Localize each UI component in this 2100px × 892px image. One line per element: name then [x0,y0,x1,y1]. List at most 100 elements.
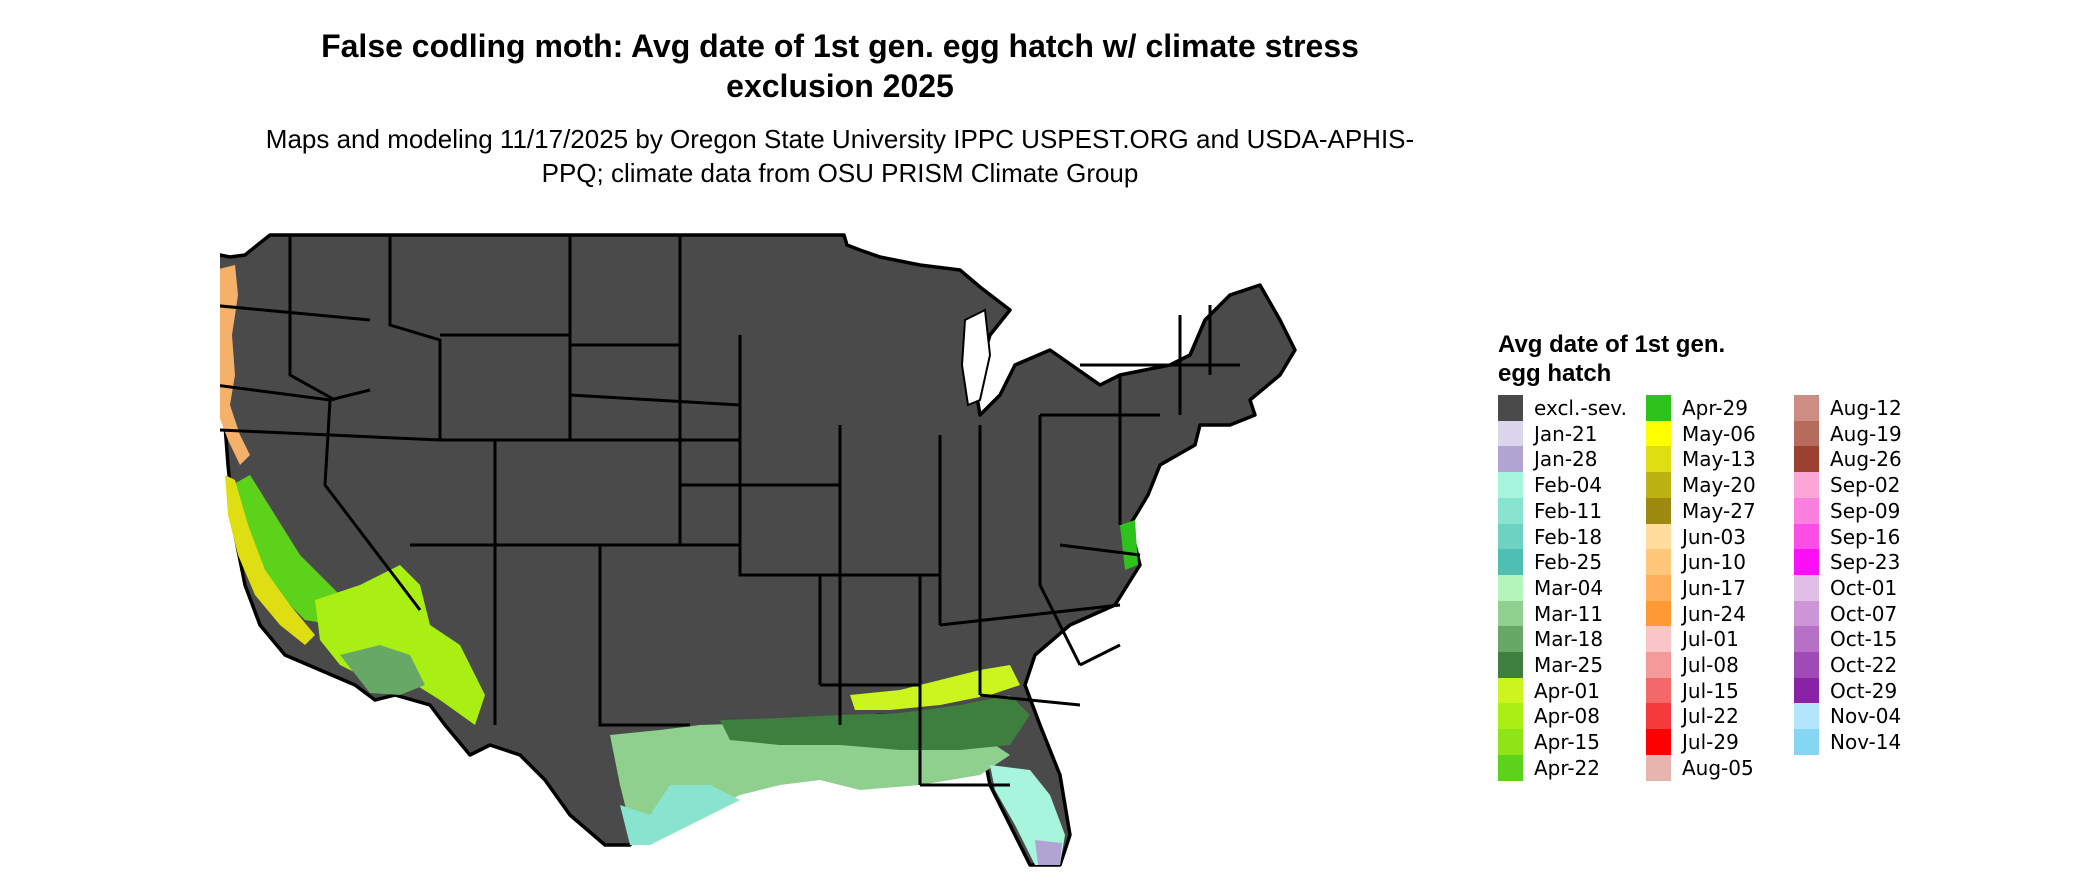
legend-label: Jan-28 [1534,447,1598,472]
legend-label: Jul-29 [1682,730,1739,755]
legend-label: Aug-26 [1830,447,1902,472]
legend-item: Jul-08 [1646,652,1796,678]
legend-label: Jun-10 [1682,550,1746,575]
legend-swatch [1498,574,1523,601]
legend-swatch [1498,754,1523,781]
legend-item: May-20 [1646,472,1796,499]
legend-swatch [1646,626,1671,653]
legend-label: Jan-21 [1534,421,1598,446]
legend-label: Apr-15 [1534,730,1600,755]
legend-item: Mar-18 [1498,626,1648,653]
legend-label: Jul-22 [1682,704,1739,729]
legend-swatch [1646,395,1671,421]
legend-swatch [1794,446,1819,473]
legend-label: Feb-04 [1534,473,1603,498]
legend-item: Sep-02 [1794,472,1944,499]
legend-item: Mar-11 [1498,600,1648,627]
deep-south-dark-green [720,695,1030,750]
legend-item: Jul-22 [1646,703,1796,730]
state-boundaries [220,235,1240,787]
legend-label: Sep-16 [1830,524,1901,549]
legend-item: Apr-22 [1498,754,1648,781]
legend-label: Jul-15 [1682,678,1739,703]
legend-swatch [1794,703,1819,730]
legend-swatch [1498,523,1523,550]
legend-label: Mar-18 [1534,627,1604,652]
legend-item: Aug-19 [1794,420,1944,447]
legend-item: Jul-01 [1646,626,1796,653]
legend-swatch [1646,729,1671,756]
legend-item: May-06 [1646,420,1796,447]
legend-item: Apr-29 [1646,395,1796,421]
legend-item: Nov-04 [1794,703,1944,730]
legend-label: Jul-01 [1682,627,1739,652]
legend-item: Oct-01 [1794,574,1944,601]
legend-swatch [1498,652,1523,678]
legend-label: May-20 [1682,473,1756,498]
legend-item: Feb-11 [1498,497,1648,524]
mid-atlantic-green [1120,520,1138,570]
texas-coast-teal [620,785,740,845]
hatch-date-zones [220,265,1138,865]
legend-item: Jul-29 [1646,729,1796,756]
legend-label: May-13 [1682,447,1756,472]
legend-swatch [1646,574,1671,601]
legend-label: Jun-24 [1682,601,1746,626]
legend-label: Oct-15 [1830,627,1898,652]
legend-label: Mar-04 [1534,575,1604,600]
legend-item: Apr-01 [1498,677,1648,704]
map-subtitle: Maps and modeling 11/17/2025 by Oregon S… [265,124,1415,188]
legend-item: Aug-26 [1794,446,1944,473]
legend-label: Jun-03 [1682,524,1746,549]
legend-swatch [1646,497,1671,524]
legend-swatch [1794,574,1819,601]
legend-item: Nov-14 [1794,729,1944,756]
legend-swatch [1498,703,1523,730]
legend-label: May-27 [1682,498,1756,523]
map-title: False codling moth: Avg date of 1st gen.… [321,28,1359,104]
legend-label: Apr-29 [1682,396,1748,420]
legend-swatch [1646,420,1671,447]
legend-title: Avg date of 1st gen. egg hatch [1498,331,1726,387]
legend-label: Apr-01 [1534,678,1600,703]
legend-item: Jun-03 [1646,523,1796,550]
legend-label: Apr-08 [1534,704,1600,729]
legend-swatch [1646,652,1671,678]
legend-item: Sep-23 [1794,549,1944,576]
legend-swatch [1794,677,1819,704]
legend-label: May-06 [1682,421,1756,446]
legend-item: Oct-22 [1794,652,1944,678]
legend-swatch [1498,600,1523,627]
legend-item: May-27 [1646,497,1796,524]
legend-item: Oct-15 [1794,626,1944,653]
legend-swatch [1498,677,1523,704]
legend-item: Feb-25 [1498,549,1648,576]
legend-item: Apr-08 [1498,703,1648,730]
legend-swatch [1498,729,1523,756]
legend-item: Feb-04 [1498,472,1648,499]
legend-label: Mar-25 [1534,653,1604,677]
legend-item: Jul-15 [1646,677,1796,704]
legend-swatch [1646,754,1671,781]
legend-item: Mar-25 [1498,652,1648,678]
legend-item: Jun-17 [1646,574,1796,601]
legend-label: Sep-09 [1830,498,1901,523]
legend-item: Aug-05 [1646,754,1796,781]
legend-label: Oct-29 [1830,678,1898,703]
legend-swatch [1646,600,1671,627]
legend-label: Sep-23 [1830,550,1901,575]
legend-swatch [1646,549,1671,576]
legend-item: Jan-28 [1498,446,1648,473]
legend-label: Oct-01 [1830,575,1898,600]
legend-label: Mar-11 [1534,601,1604,626]
lake-michigan [960,308,992,407]
legend-swatch [1646,677,1671,704]
us-map [220,233,1297,867]
legend-swatch [1498,420,1523,447]
legend-item: Aug-12 [1794,395,1944,421]
legend-item: Sep-16 [1794,523,1944,550]
legend-label: Feb-18 [1534,524,1603,549]
legend-swatch [1794,472,1819,499]
legend-item: Jan-21 [1498,420,1648,447]
legend-swatch [1794,652,1819,678]
